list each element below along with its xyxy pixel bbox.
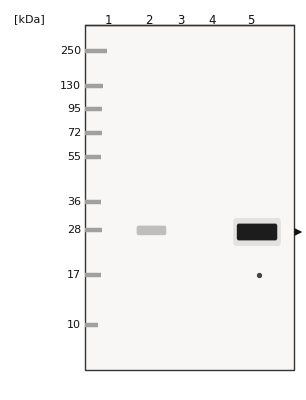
Text: 36: 36 bbox=[67, 196, 81, 206]
Text: 72: 72 bbox=[67, 128, 81, 138]
Text: 95: 95 bbox=[67, 104, 81, 114]
Text: 5: 5 bbox=[247, 14, 255, 27]
Text: 17: 17 bbox=[67, 270, 81, 280]
Text: 28: 28 bbox=[67, 226, 81, 235]
Text: [kDa]: [kDa] bbox=[14, 14, 44, 24]
Bar bbox=[85, 25, 294, 370]
Text: 4: 4 bbox=[208, 14, 216, 27]
Text: 2: 2 bbox=[145, 14, 153, 27]
FancyBboxPatch shape bbox=[233, 218, 281, 246]
Text: 55: 55 bbox=[67, 152, 81, 162]
FancyBboxPatch shape bbox=[136, 226, 166, 235]
Text: 130: 130 bbox=[60, 81, 81, 91]
Text: 10: 10 bbox=[67, 320, 81, 330]
Text: 1: 1 bbox=[105, 14, 112, 27]
Text: 250: 250 bbox=[60, 46, 81, 56]
FancyBboxPatch shape bbox=[237, 224, 277, 240]
Text: 3: 3 bbox=[177, 14, 184, 27]
